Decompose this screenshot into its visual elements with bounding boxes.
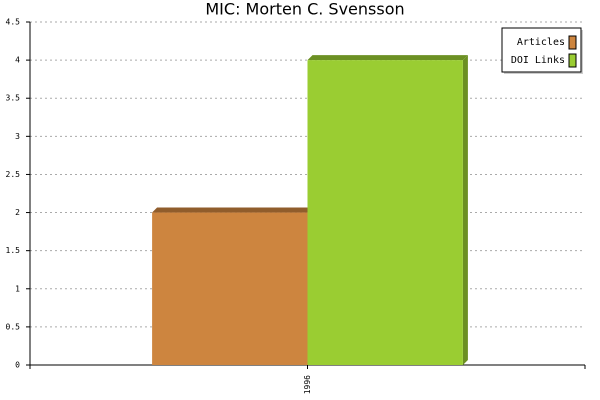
legend-swatch [568, 53, 577, 68]
y-tick-label: 0 [15, 361, 20, 370]
y-tick-label: 2.5 [6, 170, 21, 179]
bar [307, 60, 463, 365]
y-tick-label: 0.5 [6, 322, 21, 331]
y-tick-label: 1 [15, 284, 20, 293]
chart-title: MIC: Morten C. Svensson [205, 0, 404, 19]
y-tick-label: 2 [15, 208, 20, 217]
legend-swatch [568, 35, 577, 50]
bar-side [462, 55, 468, 365]
y-tick-label: 3 [15, 132, 20, 141]
legend-label: Articles [517, 37, 565, 48]
bar-group [152, 207, 313, 365]
y-tick-label: 4 [15, 56, 20, 65]
bar [152, 212, 308, 365]
bar-top [152, 207, 313, 213]
legend: Articles DOI Links [501, 27, 583, 74]
y-tick-label: 4.5 [6, 18, 21, 27]
y-tick-label: 3.5 [6, 94, 21, 103]
legend-box [501, 27, 582, 73]
bar-top [307, 55, 468, 61]
bar-group [307, 55, 468, 365]
y-tick-label: 1.5 [6, 246, 21, 255]
x-tick-label: 1996 [303, 375, 312, 394]
legend-label: DOI Links [511, 55, 565, 66]
